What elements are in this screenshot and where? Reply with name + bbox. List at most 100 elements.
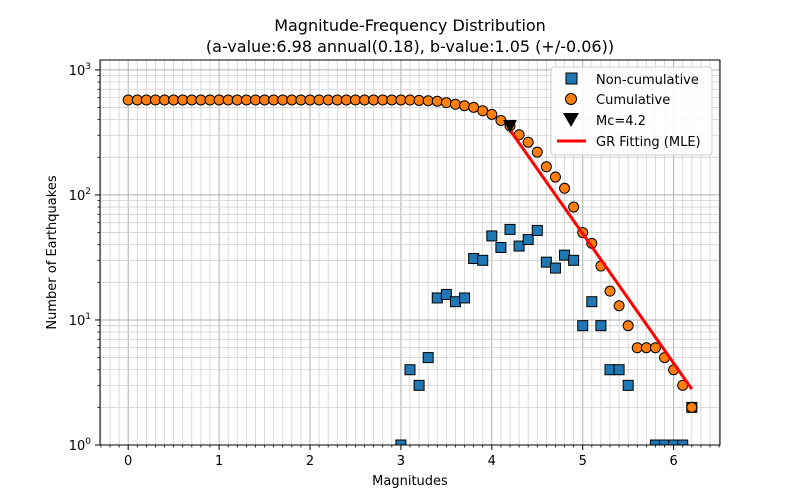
cumulative-point — [613, 300, 625, 312]
cumulative-point — [295, 94, 307, 106]
cumulative-point — [649, 342, 661, 354]
cumulative-point — [486, 108, 498, 120]
cumulative-point — [449, 98, 461, 110]
non-cumulative-point — [549, 262, 561, 274]
cumulative-point — [413, 94, 425, 106]
cumulative-point — [140, 94, 152, 106]
cumulative-point — [131, 94, 143, 106]
non-cumulative-point — [577, 320, 589, 332]
non-cumulative-point — [449, 296, 461, 308]
cumulative-point — [477, 105, 489, 117]
non-cumulative-point — [459, 292, 471, 304]
non-cumulative-point — [559, 249, 571, 261]
cumulative-point — [259, 94, 271, 106]
cumulative-point — [186, 94, 198, 106]
cumulative-point — [322, 94, 334, 106]
legend-marker-mc — [563, 113, 579, 127]
cumulative-point — [268, 94, 280, 106]
x-axis-label: Magnitudes — [372, 474, 448, 489]
x-tick-label: 4 — [488, 454, 496, 469]
cumulative-point — [459, 100, 471, 112]
y-tick-label: 101 — [69, 312, 91, 329]
non-cumulative-point — [613, 364, 625, 376]
legend-label-cumulative: Cumulative — [596, 93, 670, 108]
cumulative-point — [331, 94, 343, 106]
cumulative-point — [168, 94, 180, 106]
non-cumulative-point — [668, 439, 680, 445]
non-cumulative-point — [422, 352, 434, 364]
cumulative-point — [531, 146, 543, 158]
non-cumulative-point — [495, 241, 507, 253]
cumulative-point — [549, 171, 561, 183]
non-cumulative-point — [431, 292, 443, 304]
gr-fitting-line — [508, 129, 694, 390]
non-cumulative-point — [595, 320, 607, 332]
x-tick-label: 2 — [306, 454, 314, 469]
non-cumulative-point — [395, 439, 407, 445]
non-cumulative-point — [513, 240, 525, 252]
x-tick-label: 1 — [215, 454, 223, 469]
cumulative-point — [604, 285, 616, 297]
non-cumulative-point — [404, 364, 416, 376]
cumulative-point — [395, 94, 407, 106]
cumulative-point — [313, 94, 325, 106]
mc-marker — [503, 119, 517, 133]
cumulative-point — [349, 94, 361, 106]
x-tick-label: 5 — [579, 454, 587, 469]
cumulative-point — [622, 320, 634, 332]
cumulative-point — [222, 94, 234, 106]
non-cumulative-point — [477, 254, 489, 266]
non-cumulative-point — [504, 223, 516, 235]
cumulative-point — [286, 94, 298, 106]
chart-title: Magnitude-Frequency Distribution — [274, 16, 546, 35]
cumulative-point — [640, 342, 652, 354]
non-cumulative-point — [568, 254, 580, 266]
cumulative-point — [231, 94, 243, 106]
cumulative-point — [559, 182, 571, 194]
non-cumulative-point — [413, 379, 425, 391]
chart-subtitle: (a-value:6.98 annual(0.18), b-value:1.05… — [206, 37, 614, 56]
non-cumulative-point — [522, 234, 534, 246]
y-tick-label: 103 — [69, 62, 91, 79]
non-cumulative-point — [540, 256, 552, 268]
non-cumulative-point — [604, 364, 616, 376]
cumulative-point — [340, 94, 352, 106]
cumulative-point — [249, 94, 261, 106]
cumulative-point — [631, 342, 643, 354]
cumulative-point — [213, 94, 225, 106]
cumulative-point — [540, 161, 552, 173]
cumulative-point — [522, 136, 534, 148]
cumulative-point — [149, 94, 161, 106]
cumulative-point — [240, 94, 252, 106]
cumulative-point — [368, 94, 380, 106]
non-cumulative-point — [649, 439, 661, 445]
axis-ticks: 0 1 2 3 4 5 6 100 101 102 103 — [69, 62, 720, 469]
cumulative-point — [304, 94, 316, 106]
non-cumulative-point — [468, 253, 480, 265]
non-cumulative-point — [531, 224, 543, 236]
cumulative-point — [177, 94, 189, 106]
legend-label-mc: Mc=4.2 — [596, 114, 646, 129]
cumulative-point — [159, 94, 171, 106]
cumulative-point — [204, 94, 216, 106]
cumulative-point — [195, 94, 207, 106]
cumulative-point — [431, 95, 443, 107]
x-tick-label: 6 — [669, 454, 677, 469]
cumulative-point — [359, 94, 371, 106]
cumulative-point — [686, 401, 698, 413]
x-tick-label: 3 — [397, 454, 405, 469]
y-axis-label: Number of Earthquakes — [45, 175, 60, 329]
data-layer — [122, 94, 698, 445]
cumulative-point — [377, 94, 389, 106]
cumulative-point — [568, 201, 580, 213]
legend: Non-cumulative Cumulative Mc=4.2 GR Fitt… — [550, 66, 713, 156]
cumulative-point — [277, 94, 289, 106]
cumulative-point — [386, 94, 398, 106]
cumulative-point — [468, 101, 480, 113]
legend-marker-cumulative — [565, 93, 577, 105]
legend-frame — [550, 66, 713, 156]
non-cumulative-point — [586, 296, 598, 308]
legend-marker-non-cumulative — [565, 72, 578, 85]
legend-label-non-cumulative: Non-cumulative — [596, 73, 699, 88]
